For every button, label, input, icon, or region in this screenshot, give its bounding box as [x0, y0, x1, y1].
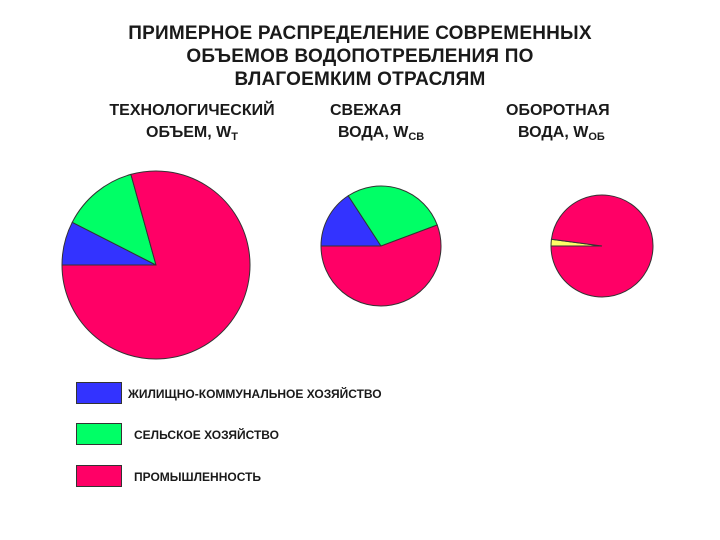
legend-label-industry: ПРОМЫШЛЕННОСТЬ: [134, 470, 262, 484]
pie-label-recycled-text: ВОДА, W: [518, 124, 589, 141]
legend-label-zhkh: ЖИЛИЩНО-КОММУНАЛЬНОЕ ХОЗЯЙСТВО: [128, 387, 382, 401]
chart-title-line-3: ВЛАГОЕМКИМ ОТРАСЛЯМ: [234, 69, 486, 90]
pie-label-recycled-line-1: ОБОРОТНАЯ: [506, 102, 610, 119]
pie-label-fresh-sub: СВ: [408, 131, 425, 143]
pie-slice-industry: [61, 170, 251, 360]
pie-label-recycled-sub: ОБ: [588, 131, 605, 143]
pie-label-technological-line-1: ТЕХНОЛОГИЧЕСКИЙ: [109, 102, 275, 119]
chart-title-line-2: ОБЪЕМОВ ВОДОПОТРЕБЛЕНИЯ ПО: [186, 46, 534, 67]
pie-label-technological-text: ОБЪЕМ, W: [146, 124, 232, 141]
pie-label-fresh: СВЕЖАЯ ВОДА, WСВ: [300, 100, 460, 148]
pie-slice-agri: [347, 185, 438, 247]
pie-label-technological: ТЕХНОЛОГИЧЕСКИЙ ОБЪЕМ, WТ: [92, 100, 292, 148]
pie-label-recycled: ОБОРОТНАЯ ВОДА, WОБ: [490, 100, 650, 148]
pie-technological: [61, 170, 251, 360]
legend-label-agri: СЕЛЬСКОЕ ХОЗЯЙСТВО: [134, 428, 279, 442]
pie-label-technological-line-2: ОБЪЕМ, WТ: [92, 122, 292, 148]
legend-swatch-industry: [76, 465, 122, 487]
pie-label-fresh-line-1: СВЕЖАЯ: [330, 102, 402, 119]
pie-recycled: [550, 194, 654, 298]
pie-slice-agri: [71, 173, 157, 266]
chart-title: ПРИМЕРНОЕ РАСПРЕДЕЛЕНИЕ СОВРЕМЕННЫХ ОБЪЕ…: [60, 22, 660, 91]
pie-label-fresh-line-2: ВОДА, WСВ: [300, 122, 460, 148]
chart-title-line-1: ПРИМЕРНОЕ РАСПРЕДЕЛЕНИЕ СОВРЕМЕННЫХ: [128, 23, 592, 44]
pie-slice-zhkh: [320, 195, 382, 247]
pie-label-recycled-line-2: ВОДА, WОБ: [490, 122, 650, 148]
pie-slice-industry: [550, 194, 654, 298]
pie-slice-industry: [320, 224, 442, 307]
pie-fresh: [320, 185, 442, 307]
pie-label-fresh-text: ВОДА, W: [338, 124, 409, 141]
legend-swatch-zhkh: [76, 382, 122, 404]
legend-swatch-agri: [76, 423, 122, 445]
pie-label-technological-sub: Т: [231, 131, 238, 143]
